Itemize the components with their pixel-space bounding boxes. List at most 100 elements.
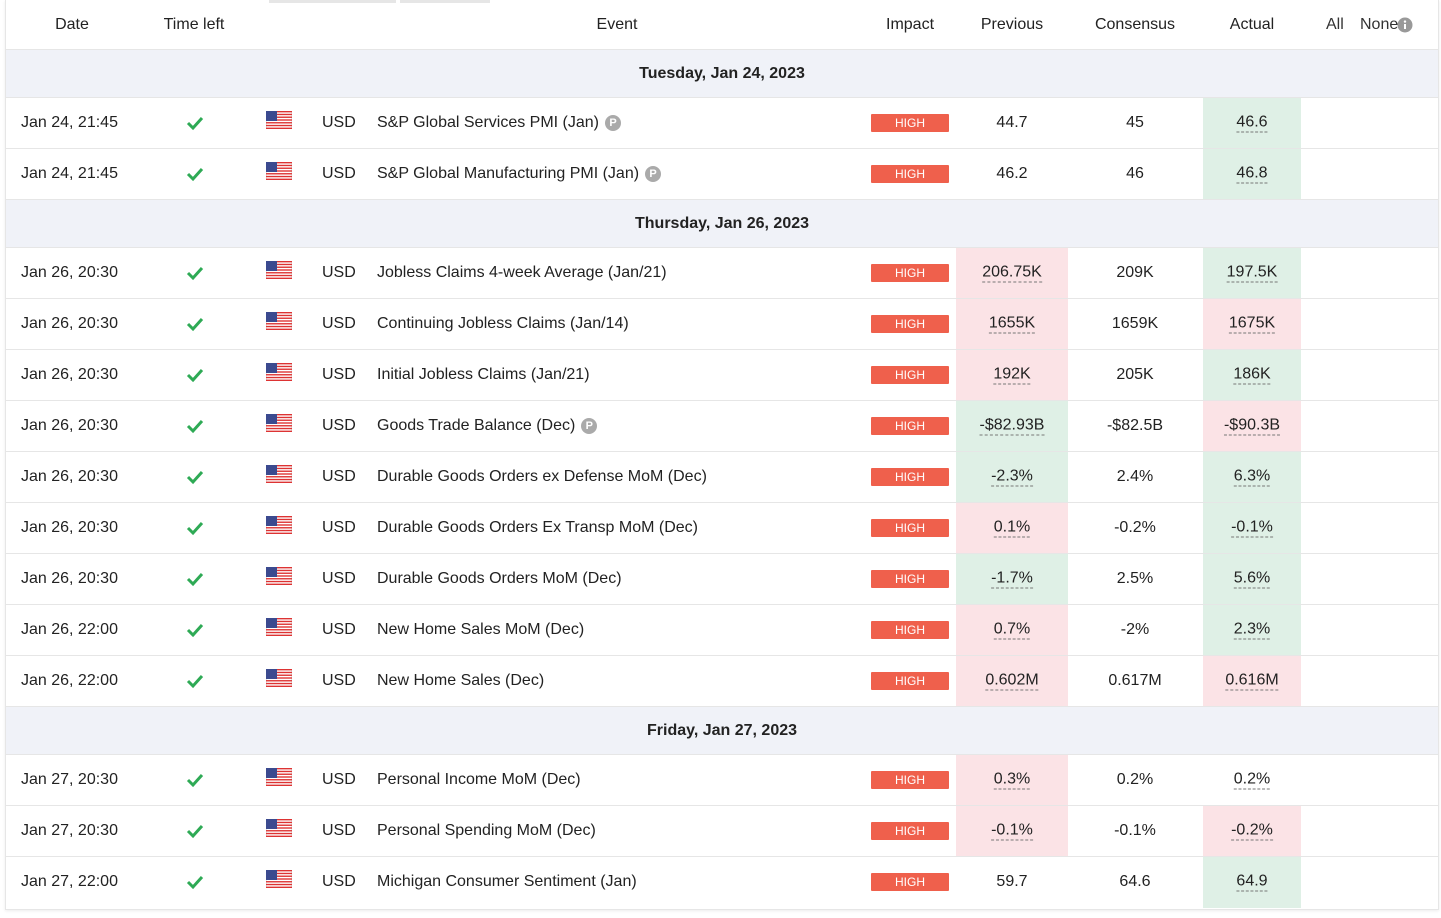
previous-highlight <box>956 605 1068 656</box>
event-row: Jan 27, 22:00 USD Michigan Consumer Sentim… <box>6 856 1438 908</box>
event-row: Jan 24, 21:45 USD S&P Global Services PMI … <box>6 97 1438 149</box>
event-row: Jan 27, 20:30 USD Personal Income MoM (Dec… <box>6 754 1438 806</box>
event-title[interactable]: Durable Goods Orders MoM (Dec) <box>377 570 622 587</box>
event-title[interactable]: Initial Jobless Claims (Jan/21) <box>377 366 590 383</box>
previous-value: 206.75K <box>982 263 1042 283</box>
filter-none[interactable]: None <box>1360 16 1399 33</box>
previous-highlight <box>956 755 1068 806</box>
column-header: Impact <box>885 16 935 33</box>
currency: USD <box>322 468 356 485</box>
actual-highlight <box>1203 248 1301 299</box>
info-icon[interactable] <box>1397 17 1413 33</box>
event-row: Jan 26, 22:00 USD New Home Sales (Dec) HIGH… <box>6 655 1438 707</box>
actual-value: 0.616M <box>1225 671 1279 691</box>
currency: USD <box>322 264 356 281</box>
filter-all[interactable]: All <box>1326 16 1344 33</box>
event-row: Jan 24, 21:45 USD S&P Global Manufacturing… <box>6 148 1438 200</box>
previous-value: -0.1% <box>991 821 1033 841</box>
event-name: S&P Global Manufacturing PMI (Jan) P <box>377 165 662 183</box>
previous-value: 192K <box>993 365 1031 385</box>
actual-highlight <box>1203 605 1301 656</box>
consensus-value: -0.1% <box>1114 822 1156 839</box>
event-date: Jan 26, 20:30 <box>21 570 118 587</box>
currency: USD <box>322 570 356 587</box>
date-group-title: Tuesday, Jan 24, 2023 <box>639 65 805 82</box>
currency: USD <box>322 873 356 890</box>
country-flag <box>265 617 293 637</box>
calendar-table: Date Time left Event Impact Previous Consensu… <box>5 0 1439 910</box>
consensus-value: -0.2% <box>1114 519 1156 536</box>
consensus-value: 2.5% <box>1116 570 1154 587</box>
event-row: Jan 26, 20:30 USD Jobless Claims 4-week Av… <box>6 247 1438 299</box>
actual-highlight <box>1203 452 1301 503</box>
event-title[interactable]: S&P Global Manufacturing PMI (Jan) <box>377 165 640 182</box>
event-name: Initial Jobless Claims (Jan/21) <box>377 366 590 384</box>
consensus-value: 45 <box>1126 114 1144 131</box>
event-title[interactable]: Durable Goods Orders Ex Transp MoM (Dec) <box>377 519 698 536</box>
event-title[interactable]: Jobless Claims 4-week Average (Jan/21) <box>377 264 667 281</box>
done-check <box>186 316 204 332</box>
consensus-value: 209K <box>1116 264 1154 281</box>
previous-value: -1.7% <box>991 569 1033 589</box>
previous-highlight <box>956 503 1068 554</box>
country-flag <box>265 110 293 130</box>
done-check <box>186 265 204 281</box>
event-title[interactable]: Michigan Consumer Sentiment (Jan) <box>377 873 637 890</box>
impact-badge: HIGH <box>871 264 949 282</box>
consensus-value: 2.4% <box>1116 468 1154 485</box>
previous-highlight <box>956 806 1068 857</box>
actual-highlight <box>1203 857 1301 908</box>
currency: USD <box>322 366 356 383</box>
currency: USD <box>322 114 356 131</box>
previous-highlight <box>956 350 1068 401</box>
event-title[interactable]: Personal Income MoM (Dec) <box>377 771 581 788</box>
event-date: Jan 26, 20:30 <box>21 519 118 536</box>
event-name: Goods Trade Balance (Dec) P <box>377 417 598 435</box>
event-row: Jan 26, 20:30 USD Durable Goods Orders ex … <box>6 451 1438 503</box>
previous-value: 0.602M <box>985 671 1039 691</box>
previous-value: 0.1% <box>993 518 1031 538</box>
done-check <box>186 673 204 689</box>
actual-value: 197.5K <box>1226 263 1278 283</box>
event-row: Jan 26, 22:00 USD New Home Sales MoM (Dec)… <box>6 604 1438 656</box>
done-check <box>186 772 204 788</box>
event-name: New Home Sales (Dec) <box>377 672 544 690</box>
event-name: Continuing Jobless Claims (Jan/14) <box>377 315 629 333</box>
actual-value: 1675K <box>1228 314 1276 334</box>
previous-highlight <box>956 554 1068 605</box>
actual-highlight <box>1203 299 1301 350</box>
event-title[interactable]: S&P Global Services PMI (Jan) <box>377 114 600 131</box>
impact-badge: HIGH <box>871 366 949 384</box>
actual-value: 6.3% <box>1233 467 1271 487</box>
country-flag <box>265 668 293 688</box>
column-header: Actual <box>1229 16 1275 33</box>
event-title[interactable]: New Home Sales (Dec) <box>377 672 545 689</box>
event-title[interactable]: New Home Sales MoM (Dec) <box>377 621 585 638</box>
country-flag <box>265 869 293 889</box>
impact-badge: HIGH <box>871 468 949 486</box>
previous-value: -$82.93B <box>979 416 1045 436</box>
event-date: Jan 26, 22:00 <box>21 672 118 689</box>
impact-badge: HIGH <box>871 822 949 840</box>
consensus-value: -$82.5B <box>1106 417 1164 434</box>
done-check <box>186 520 204 536</box>
preliminary-badge: P <box>605 115 622 131</box>
consensus-value: 0.2% <box>1116 771 1154 788</box>
actual-highlight <box>1203 350 1301 401</box>
event-date: Jan 26, 20:30 <box>21 366 118 383</box>
actual-value: 46.6 <box>1236 113 1268 133</box>
impact-badge: HIGH <box>871 621 949 639</box>
event-title[interactable]: Durable Goods Orders ex Defense MoM (Dec… <box>377 468 707 485</box>
currency: USD <box>322 315 356 332</box>
event-date: Jan 26, 20:30 <box>21 468 118 485</box>
event-date: Jan 26, 22:00 <box>21 621 118 638</box>
previous-value: 59.7 <box>996 873 1028 890</box>
event-date: Jan 27, 20:30 <box>21 771 118 788</box>
column-header: Event <box>596 16 638 33</box>
event-title[interactable]: Continuing Jobless Claims (Jan/14) <box>377 315 629 332</box>
event-title[interactable]: Personal Spending MoM (Dec) <box>377 822 596 839</box>
event-title[interactable]: Goods Trade Balance (Dec) <box>377 417 576 434</box>
event-name: Durable Goods Orders ex Defense MoM (Dec… <box>377 468 707 486</box>
event-row: Jan 27, 20:30 USD Personal Spending MoM (D… <box>6 805 1438 857</box>
event-name: Michigan Consumer Sentiment (Jan) <box>377 873 637 891</box>
